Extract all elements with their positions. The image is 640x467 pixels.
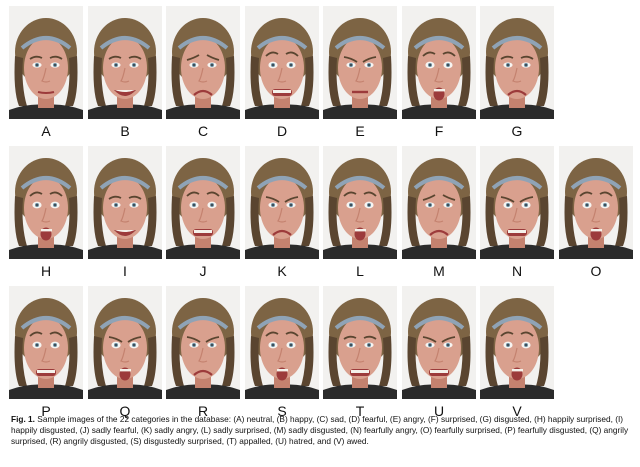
panel-letter: U bbox=[433, 403, 445, 419]
face-photo bbox=[402, 286, 476, 399]
panel-letter: L bbox=[356, 263, 364, 279]
panel-letter: E bbox=[355, 123, 365, 139]
face-photo bbox=[166, 6, 240, 119]
face-photo bbox=[88, 146, 162, 259]
face-photo bbox=[245, 286, 319, 399]
face-photo bbox=[9, 146, 83, 259]
face-photo bbox=[480, 286, 554, 399]
panel-letter: M bbox=[433, 263, 445, 279]
figure-caption-label: Fig. 1. bbox=[11, 414, 35, 424]
face-photo bbox=[166, 146, 240, 259]
figure-caption-text: Sample images of the 22 categories in th… bbox=[11, 414, 629, 446]
panel-letter: N bbox=[511, 263, 523, 279]
panel-letter: H bbox=[40, 263, 52, 279]
panel-letter: T bbox=[355, 403, 365, 419]
face-photo bbox=[245, 146, 319, 259]
panel-letter: R bbox=[197, 403, 209, 419]
face-photo bbox=[245, 6, 319, 119]
face-photo bbox=[480, 146, 554, 259]
panel-letter: V bbox=[512, 403, 522, 419]
face-photo bbox=[88, 6, 162, 119]
panel-letter: J bbox=[199, 263, 207, 279]
face-photo bbox=[323, 146, 397, 259]
face-photo bbox=[323, 286, 397, 399]
panel-letter: B bbox=[120, 123, 130, 139]
panel-letter: A bbox=[41, 123, 51, 139]
panel-letter: K bbox=[277, 263, 287, 279]
panel-letter: S bbox=[277, 403, 287, 419]
panel-letter: F bbox=[434, 123, 444, 139]
face-photo bbox=[480, 6, 554, 119]
figure-caption: Fig. 1. Sample images of the 22 categori… bbox=[11, 414, 631, 447]
face-photo bbox=[402, 6, 476, 119]
panel-letter: C bbox=[197, 123, 209, 139]
face-photo bbox=[9, 6, 83, 119]
face-photo bbox=[323, 6, 397, 119]
panel-letter: G bbox=[511, 123, 523, 139]
face-photo bbox=[402, 146, 476, 259]
face-photo bbox=[559, 146, 633, 259]
face-photo bbox=[166, 286, 240, 399]
panel-letter: I bbox=[123, 263, 127, 279]
panel-letter: Q bbox=[119, 403, 131, 419]
panel-letter: D bbox=[276, 123, 288, 139]
face-photo bbox=[88, 286, 162, 399]
panel-letter: O bbox=[590, 263, 602, 279]
face-photo bbox=[9, 286, 83, 399]
panel-letter: P bbox=[41, 403, 51, 419]
